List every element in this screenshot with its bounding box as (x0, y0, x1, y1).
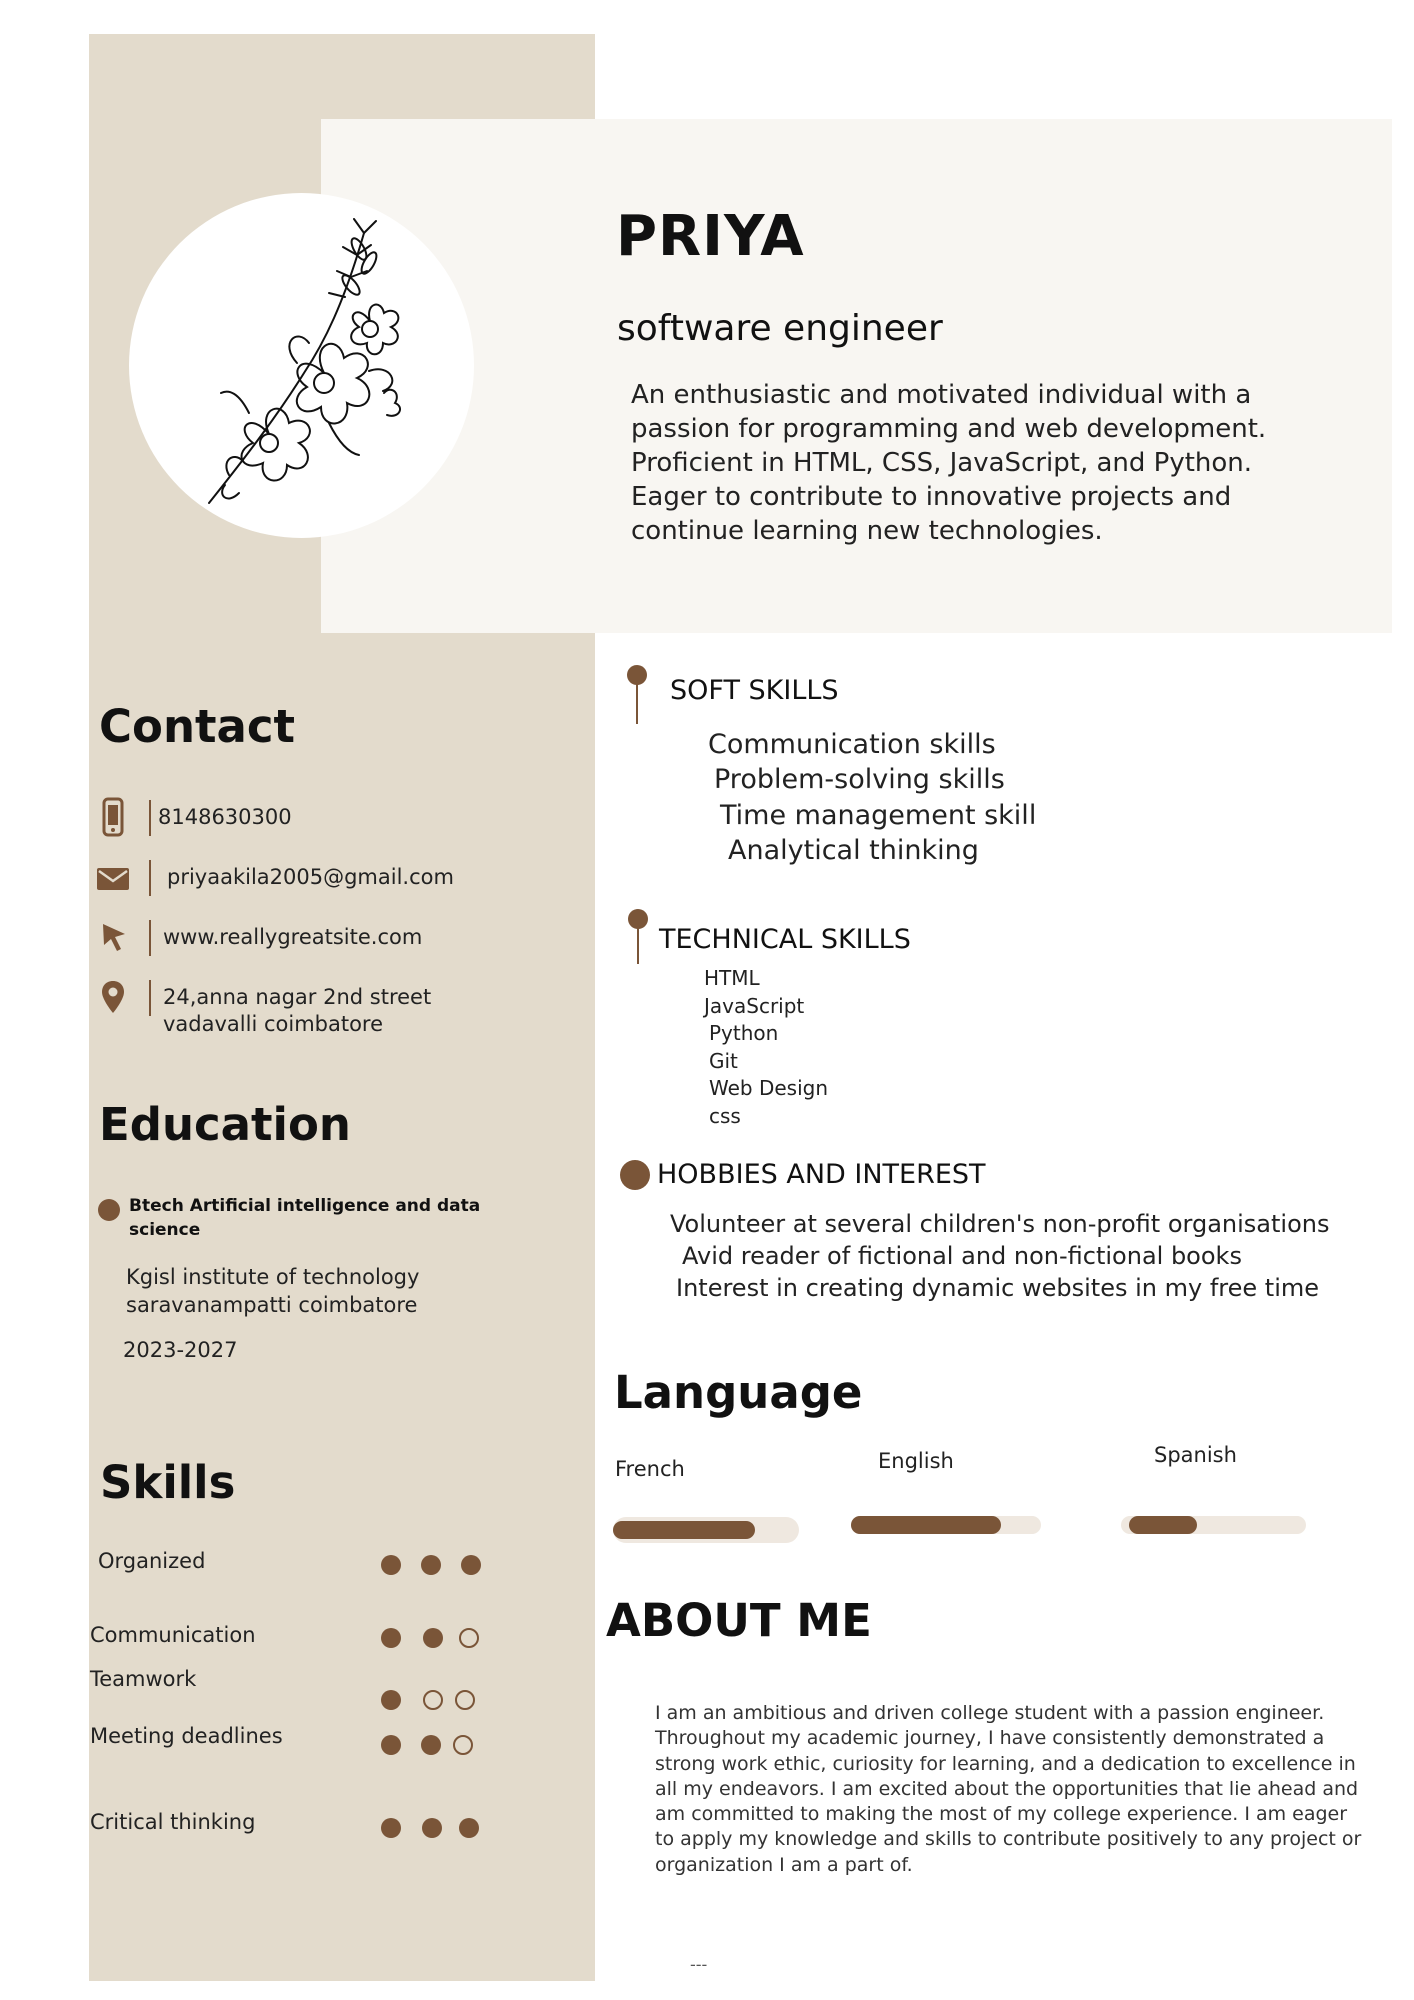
technical-skill-item: JavaScript (704, 994, 805, 1018)
about-text: I am an ambitious and driven college stu… (655, 1702, 1362, 1876)
contact-heading: Contact (99, 700, 296, 753)
soft-skills-pin (627, 665, 647, 685)
technical-skills-pin (628, 909, 648, 929)
mail-icon (97, 868, 129, 890)
technical-skill-item: Git (709, 1049, 738, 1073)
rating-dot-filled (461, 1555, 481, 1575)
job-title: software engineer (617, 308, 943, 349)
contact-phone: 8148630300 (158, 805, 292, 829)
hobby-item: Volunteer at several children's non-prof… (670, 1210, 1330, 1238)
education-years: 2023-2027 (123, 1338, 238, 1362)
skill-label: Organized (98, 1549, 206, 1573)
soft-skills-heading: SOFT SKILLS (670, 675, 839, 706)
rating-dot-empty (459, 1628, 479, 1648)
soft-skill-item: Analytical thinking (728, 835, 979, 866)
person-name: PRIYA (616, 204, 805, 269)
language-label: English (878, 1449, 954, 1473)
contact-website[interactable]: www.reallygreatsite.com (163, 925, 423, 949)
phone-icon (102, 797, 124, 837)
location-pin-icon (101, 980, 125, 1014)
soft-skill-item: Problem-solving skills (714, 764, 1005, 795)
skill-label: Meeting deadlines (90, 1724, 283, 1748)
hobby-item: Interest in creating dynamic websites in… (676, 1274, 1320, 1302)
header-card (321, 119, 1392, 633)
soft-skill-item: Communication skills (708, 729, 996, 760)
contact-email[interactable]: priyaakila2005@gmail.com (167, 865, 454, 889)
technical-skills-heading: TECHNICAL SKILLS (659, 924, 911, 955)
technical-skill-item: Python (709, 1021, 779, 1045)
rating-dot-filled (423, 1628, 443, 1648)
contact-divider (149, 980, 151, 1016)
education-institute-line2: saravanampatti coimbatore (126, 1293, 418, 1317)
footer-mark: --- (690, 1955, 708, 1974)
technical-skills-pin-line (637, 926, 639, 964)
contact-divider (149, 920, 151, 956)
rating-dot-filled (381, 1818, 401, 1838)
about-heading: ABOUT ME (606, 1594, 872, 1647)
language-bar-french (613, 1517, 799, 1543)
rating-dot-filled (381, 1735, 401, 1755)
skill-label: Teamwork (90, 1667, 197, 1691)
contact-divider (149, 860, 151, 896)
technical-skill-item: css (709, 1104, 741, 1128)
education-degree: Btech Artificial intelligence and data s… (129, 1196, 481, 1240)
education-bullet (98, 1199, 120, 1221)
rating-dot-filled (421, 1735, 441, 1755)
rating-dot-empty (453, 1735, 473, 1755)
language-bar-english (851, 1516, 1041, 1534)
rating-dot-empty (455, 1690, 475, 1710)
language-bar-fill (851, 1516, 1001, 1534)
skill-label: Communication (90, 1623, 256, 1647)
technical-skill-item: Web Design (709, 1076, 829, 1100)
rating-dot-filled (381, 1628, 401, 1648)
contact-address-line2: vadavalli coimbatore (163, 1012, 384, 1036)
rating-dot-filled (421, 1555, 441, 1575)
hobbies-heading: HOBBIES AND INTEREST (657, 1159, 986, 1190)
floral-illustration (208, 218, 402, 504)
language-label: Spanish (1154, 1443, 1237, 1467)
language-bar-fill (613, 1521, 755, 1539)
language-heading: Language (614, 1366, 863, 1419)
hobbies-bullet (620, 1160, 650, 1190)
rating-dot-filled (381, 1690, 401, 1710)
contact-divider (149, 800, 151, 836)
skill-label: Critical thinking (90, 1810, 256, 1834)
education-heading: Education (99, 1098, 351, 1151)
hobby-item: Avid reader of fictional and non-fiction… (682, 1242, 1242, 1270)
rating-dot-filled (422, 1818, 442, 1838)
language-label: French (615, 1457, 685, 1481)
profile-photo (129, 193, 474, 538)
skills-heading: Skills (100, 1456, 236, 1509)
rating-dot-filled (381, 1555, 401, 1575)
rating-dot-filled (459, 1818, 479, 1838)
technical-skill-item: HTML (704, 966, 760, 990)
contact-address-line1: 24,anna nagar 2nd street (163, 985, 432, 1009)
education-institute-line1: Kgisl institute of technology (126, 1265, 420, 1289)
language-bar-spanish (1121, 1516, 1306, 1534)
soft-skills-pin-line (636, 682, 638, 724)
language-bar-fill (1129, 1516, 1197, 1534)
soft-skill-item: Time management skill (720, 800, 1037, 831)
cursor-icon (101, 922, 127, 952)
rating-dot-empty (423, 1690, 443, 1710)
profile-summary: An enthusiastic and motivated individual… (631, 380, 1267, 546)
